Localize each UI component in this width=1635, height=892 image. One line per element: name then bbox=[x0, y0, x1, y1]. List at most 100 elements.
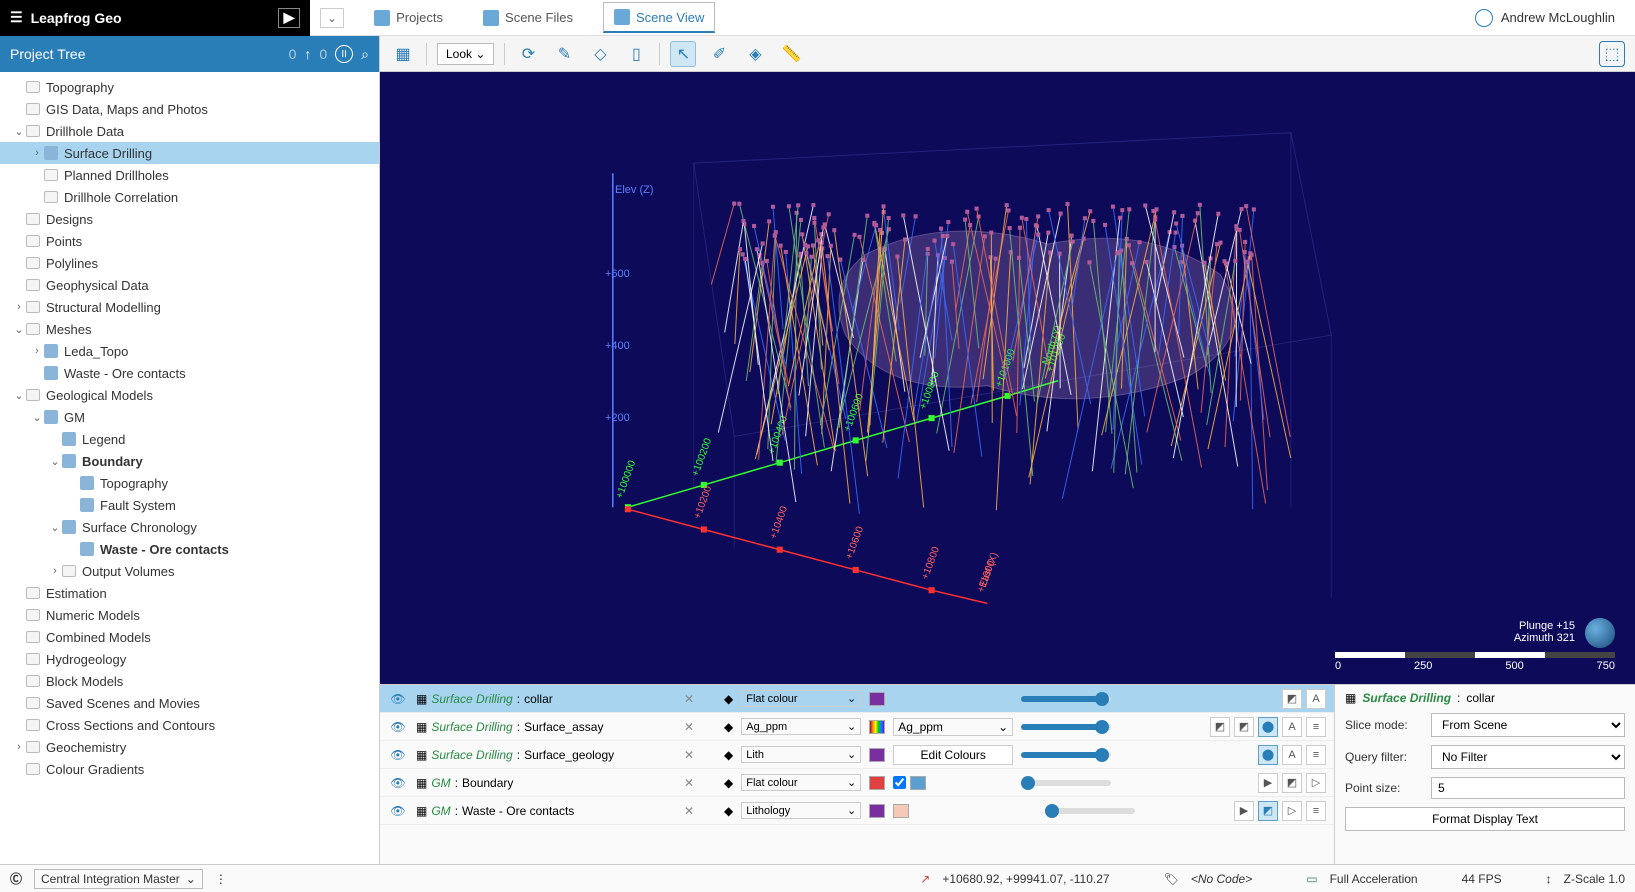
visibility-icon[interactable]: 👁 bbox=[388, 748, 408, 762]
scene-row[interactable]: 👁▦ Surface Drilling: Surface_assay✕◆Ag_p… bbox=[380, 713, 1334, 741]
zscale-icon[interactable]: ↕ bbox=[1546, 872, 1552, 886]
tree-item[interactable]: Topography bbox=[0, 472, 379, 494]
tree-item[interactable]: ›Leda_Topo bbox=[0, 340, 379, 362]
tree-item[interactable]: Estimation bbox=[0, 582, 379, 604]
visibility-icon[interactable]: 👁 bbox=[388, 720, 408, 734]
tree-item[interactable]: Hydrogeology bbox=[0, 648, 379, 670]
scene-opt-list[interactable]: ≡ bbox=[1306, 717, 1326, 737]
tab-scene-files[interactable]: Scene Files bbox=[473, 2, 583, 33]
scene-list[interactable]: 👁▦ Surface Drilling: collar✕◆Flat colour… bbox=[380, 685, 1335, 864]
colorby-dropdown[interactable]: Flat colour⌄ bbox=[741, 774, 861, 791]
project-tree[interactable]: TopographyGIS Data, Maps and Photos⌄Dril… bbox=[0, 72, 379, 864]
tree-item[interactable]: GIS Data, Maps and Photos bbox=[0, 98, 379, 120]
scene-opt-mix[interactable]: ◩ bbox=[1210, 717, 1230, 737]
tool-plane-icon[interactable]: ◈ bbox=[742, 41, 768, 67]
tree-item[interactable]: ⌄Boundary bbox=[0, 450, 379, 472]
scene-opt-shape[interactable]: ◩ bbox=[1282, 689, 1302, 709]
expand-icon[interactable]: ⌄ bbox=[12, 323, 26, 336]
opacity-slider[interactable] bbox=[1021, 696, 1111, 702]
slice-mode-select[interactable]: From Scene bbox=[1431, 713, 1625, 737]
tree-item[interactable]: ⌄Drillhole Data bbox=[0, 120, 379, 142]
tree-item[interactable]: Designs bbox=[0, 208, 379, 230]
tree-item[interactable]: Points bbox=[0, 230, 379, 252]
expand-icon[interactable]: › bbox=[12, 301, 26, 313]
tree-item[interactable]: ›Output Volumes bbox=[0, 560, 379, 582]
orientation-globe-icon[interactable] bbox=[1585, 618, 1615, 648]
scene-opt-A[interactable]: A bbox=[1282, 717, 1302, 737]
tree-item[interactable]: Drillhole Correlation bbox=[0, 186, 379, 208]
menu-icon[interactable]: ☰ bbox=[10, 9, 23, 26]
colorby-dropdown[interactable]: Lith⌄ bbox=[741, 746, 861, 763]
tree-item[interactable]: Numeric Models bbox=[0, 604, 379, 626]
visibility-icon[interactable]: 👁 bbox=[388, 692, 408, 706]
tree-item[interactable]: Combined Models bbox=[0, 626, 379, 648]
play-icon[interactable]: ▶ bbox=[278, 8, 300, 28]
tree-item[interactable]: ›Surface Drilling bbox=[0, 142, 379, 164]
tree-item[interactable]: Colour Gradients bbox=[0, 758, 379, 780]
tool-slice-icon[interactable]: ▯ bbox=[623, 41, 649, 67]
tree-item[interactable]: Legend bbox=[0, 428, 379, 450]
tree-item[interactable]: ›Geochemistry bbox=[0, 736, 379, 758]
opacity-slider[interactable] bbox=[1021, 780, 1111, 786]
viewport-3d[interactable]: +100000+100200+100400+100600+100800+1010… bbox=[380, 72, 1635, 684]
tree-item[interactable]: Polylines bbox=[0, 252, 379, 274]
expand-icon[interactable]: ⌄ bbox=[48, 521, 62, 534]
tree-item[interactable]: Cross Sections and Contours bbox=[0, 714, 379, 736]
remove-icon[interactable]: ✕ bbox=[684, 720, 700, 734]
tree-item[interactable]: ⌄Geological Models bbox=[0, 384, 379, 406]
colorby-dropdown[interactable]: Ag_ppm⌄ bbox=[741, 718, 861, 735]
format-display-button[interactable]: Format Display Text bbox=[1345, 807, 1625, 831]
scene-row[interactable]: 👁▦ GM: Boundary✕◆Flat colour⌄ ▶◩▷ bbox=[380, 769, 1334, 797]
scene-row[interactable]: 👁▦ GM: Waste - Ore contacts✕◆Lithology⌄▶… bbox=[380, 797, 1334, 825]
tool-select-icon[interactable]: ↖ bbox=[670, 41, 696, 67]
camera-icon[interactable]: ⬚ bbox=[1599, 41, 1625, 67]
remove-icon[interactable]: ✕ bbox=[684, 692, 700, 706]
look-dropdown[interactable]: Look ⌄ bbox=[437, 43, 494, 65]
more-icon[interactable]: ⋮ bbox=[215, 872, 227, 886]
tree-item[interactable]: Waste - Ore contacts bbox=[0, 538, 379, 560]
expand-icon[interactable]: ⌄ bbox=[30, 411, 44, 424]
up-icon[interactable]: ↑ bbox=[304, 46, 311, 62]
opacity-slider[interactable] bbox=[1021, 752, 1111, 758]
tree-item[interactable]: ›Structural Modelling bbox=[0, 296, 379, 318]
remove-icon[interactable]: ✕ bbox=[684, 748, 700, 762]
scene-opt-seg[interactable]: ◩ bbox=[1234, 717, 1254, 737]
tree-item[interactable]: Block Models bbox=[0, 670, 379, 692]
tree-item[interactable]: ⌄GM bbox=[0, 406, 379, 428]
scene-row[interactable]: 👁▦ Surface Drilling: Surface_geology✕◆Li… bbox=[380, 741, 1334, 769]
scene-opt-tri[interactable]: ▷ bbox=[1282, 801, 1302, 821]
pause-icon[interactable]: II bbox=[335, 45, 353, 63]
expand-icon[interactable]: ⌄ bbox=[12, 389, 26, 402]
scene-opt-tri[interactable]: ▷ bbox=[1306, 773, 1326, 793]
tree-item[interactable]: ⌄Meshes bbox=[0, 318, 379, 340]
expand-icon[interactable]: › bbox=[12, 741, 26, 753]
tool-rotate-icon[interactable]: ⟳ bbox=[515, 41, 541, 67]
scene-opt-face-on[interactable]: ◩ bbox=[1258, 801, 1278, 821]
tab-scene-view[interactable]: Scene View bbox=[603, 2, 715, 33]
expand-icon[interactable]: › bbox=[30, 147, 44, 159]
tree-item[interactable]: Waste - Ore contacts bbox=[0, 362, 379, 384]
remove-icon[interactable]: ✕ bbox=[684, 804, 700, 818]
visibility-icon[interactable]: 👁 bbox=[388, 776, 408, 790]
visibility-icon[interactable]: 👁 bbox=[388, 804, 408, 818]
tab-projects[interactable]: Projects bbox=[364, 2, 453, 33]
scene-opt-list[interactable]: ≡ bbox=[1306, 801, 1326, 821]
scene-opt-face[interactable]: ◩ bbox=[1282, 773, 1302, 793]
tree-item[interactable]: Planned Drillholes bbox=[0, 164, 379, 186]
opacity-slider[interactable] bbox=[1021, 724, 1111, 730]
tree-item[interactable]: Topography bbox=[0, 76, 379, 98]
tree-item[interactable]: ⌄Surface Chronology bbox=[0, 516, 379, 538]
tree-item[interactable]: Saved Scenes and Movies bbox=[0, 692, 379, 714]
expand-icon[interactable]: ⌄ bbox=[12, 125, 26, 138]
colorby-dropdown[interactable]: Lithology⌄ bbox=[741, 802, 861, 819]
tool-poly-icon[interactable]: ◇ bbox=[587, 41, 613, 67]
scene-opt-cyl[interactable]: ⬤ bbox=[1258, 745, 1278, 765]
tabs-dropdown-icon[interactable]: ⌄ bbox=[320, 8, 344, 28]
scene-opt-play[interactable]: ▶ bbox=[1258, 773, 1278, 793]
tool-ruler-icon[interactable]: 📏 bbox=[778, 41, 804, 67]
tree-item[interactable]: Geophysical Data bbox=[0, 274, 379, 296]
scene-opt-cyl[interactable]: ⬤ bbox=[1258, 717, 1278, 737]
expand-icon[interactable]: › bbox=[48, 565, 62, 577]
remove-icon[interactable]: ✕ bbox=[684, 776, 700, 790]
tree-item[interactable]: Fault System bbox=[0, 494, 379, 516]
